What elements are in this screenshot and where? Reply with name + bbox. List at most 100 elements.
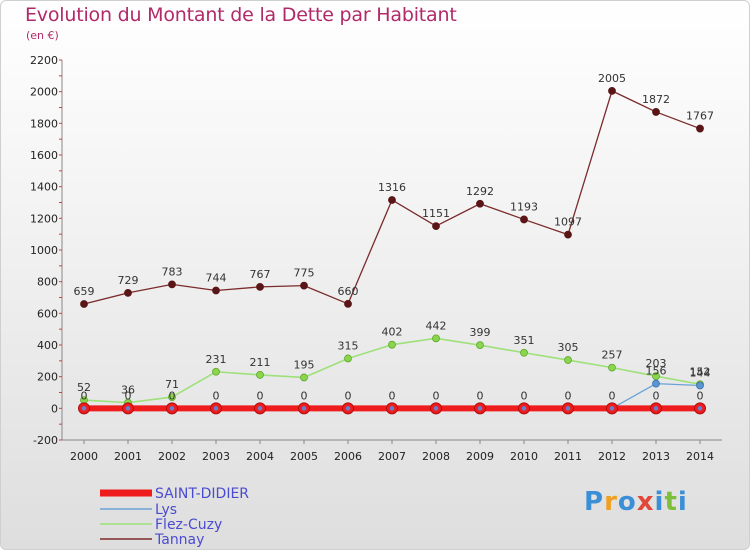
y-tick-label: 2000: [30, 86, 58, 99]
data-label: 0: [389, 389, 396, 402]
logo-letter: P: [584, 487, 605, 517]
data-point: [652, 108, 660, 116]
x-tick-label: 2011: [554, 450, 582, 463]
y-tick-label: 800: [37, 276, 58, 289]
data-label: 36: [121, 384, 135, 397]
data-label: 0: [125, 389, 132, 402]
data-label: 442: [426, 319, 447, 332]
data-point: [520, 348, 528, 357]
y-tick-label: 600: [37, 307, 58, 320]
data-label: 402: [382, 326, 403, 339]
data-point: [344, 299, 352, 308]
x-tick-label: 2010: [510, 450, 538, 463]
data-point: [256, 371, 264, 379]
data-point-center: [389, 406, 395, 411]
chart-subtitle: (en €): [26, 29, 59, 42]
x-tick-label: 2009: [466, 450, 494, 463]
data-point: [520, 215, 528, 224]
data-label: 0: [653, 389, 660, 402]
data-point-center: [125, 406, 131, 411]
data-point-center: [257, 406, 263, 411]
data-point-center: [433, 406, 439, 411]
data-label: 1292: [466, 185, 494, 198]
y-tick-label: 1200: [30, 212, 58, 225]
x-tick-label: 2007: [378, 450, 406, 463]
legend-label-tannay: Tannay: [154, 532, 204, 548]
legend-label-saint-didier: SAINT-DIDIER: [155, 486, 249, 502]
x-tick-label: 2014: [686, 450, 714, 463]
data-label: 71: [165, 378, 179, 391]
data-label: 744: [206, 272, 227, 285]
chart-title: Evolution du Montant de la Dette par Hab…: [25, 4, 457, 26]
data-label: 1193: [510, 200, 538, 213]
legend-label-flez-cuzy: Flez-Cuzy: [155, 517, 222, 533]
data-point-center: [213, 406, 219, 411]
data-label: 0: [213, 389, 220, 402]
data-label: 0: [301, 389, 308, 402]
data-point: [564, 356, 572, 364]
series-saint-didier: 0 0 0 0 0 0 0 0 0 0 0 0: [78, 389, 706, 415]
data-point: [80, 300, 88, 308]
data-label: 1767: [686, 110, 714, 123]
data-point: [608, 363, 616, 372]
logo-letter: r: [604, 487, 618, 517]
data-point: [256, 282, 264, 291]
data-point-center: [697, 406, 703, 411]
data-label: 315: [338, 339, 359, 352]
data-label: 2005: [598, 72, 626, 85]
data-label: 659: [74, 285, 95, 298]
logo-letter: i: [654, 487, 665, 517]
data-point: [168, 280, 176, 289]
data-point-center: [345, 406, 351, 411]
data-point: [212, 286, 220, 295]
x-tick-label: 2013: [642, 450, 670, 463]
x-axis-ticks: 2000 2001 2002 2003 2004 2005 2006 2007 2008 2009…: [70, 440, 714, 463]
logo-letter: t: [664, 487, 678, 517]
y-tick-label: -200: [33, 434, 58, 447]
data-label: 399: [470, 326, 491, 339]
x-tick-label: 2006: [334, 450, 362, 463]
data-label: 0: [433, 389, 440, 402]
data-point: [476, 199, 484, 208]
data-label: 0: [521, 389, 528, 402]
data-point-center: [565, 406, 571, 411]
data-label: 0: [477, 389, 484, 402]
data-label: 0: [609, 389, 616, 402]
data-point: [300, 373, 308, 382]
data-point: [388, 196, 396, 204]
x-tick-label: 2012: [598, 450, 626, 463]
y-tick-label: 1400: [30, 181, 58, 194]
data-point-center: [653, 406, 659, 411]
data-point: [300, 281, 308, 290]
data-point: [608, 86, 616, 95]
y-tick-label: 400: [37, 339, 58, 352]
data-label: 203: [646, 357, 667, 370]
data-point: [432, 334, 440, 343]
data-point: [652, 379, 660, 388]
data-label: 0: [81, 389, 88, 402]
data-point: [344, 354, 352, 363]
data-point-center: [609, 406, 615, 411]
data-label: 0: [697, 389, 704, 402]
x-tick-label: 2000: [70, 450, 98, 463]
data-label: 775: [294, 267, 315, 280]
data-label: 211: [250, 356, 271, 369]
data-label: 231: [206, 353, 227, 366]
logo-letter: o: [617, 487, 637, 517]
y-tick-label: 1000: [30, 244, 58, 257]
legend-label-lys: Lys: [155, 502, 177, 518]
logo-letter: i: [677, 487, 688, 517]
axes: [59, 59, 722, 441]
data-point-center: [169, 406, 175, 411]
y-axis-ticks: -200 0 200 400 600 800 1000 1200 1400 1600 1800 200…: [30, 54, 58, 447]
data-label: 783: [162, 265, 183, 278]
data-point-center: [301, 406, 307, 411]
data-label: 305: [558, 341, 579, 354]
data-label: 660: [338, 285, 359, 298]
data-point-center: [521, 406, 527, 411]
x-tick-label: 2008: [422, 450, 450, 463]
data-point-center: [81, 406, 87, 411]
data-label: 195: [294, 358, 315, 371]
